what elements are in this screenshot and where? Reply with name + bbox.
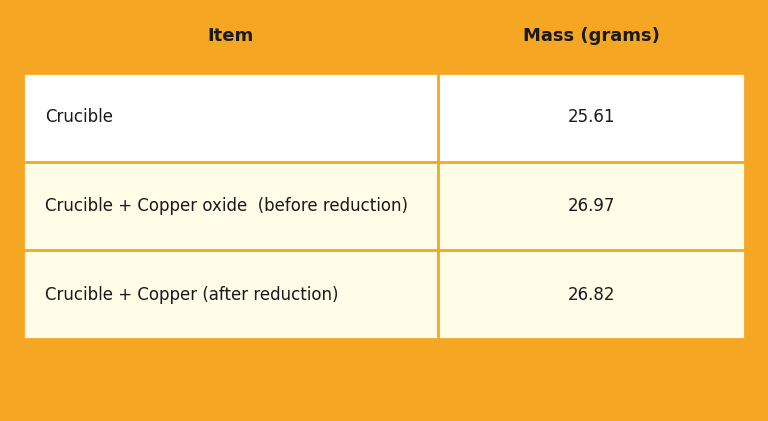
Text: Crucible: Crucible	[45, 108, 113, 126]
Bar	[438, 162, 745, 250]
Bar	[23, 73, 438, 162]
Bar	[23, 162, 438, 250]
Text: 25.61: 25.61	[568, 108, 615, 126]
Text: Item: Item	[207, 27, 253, 45]
Text: 26.97: 26.97	[568, 197, 615, 215]
Bar	[23, 250, 438, 339]
Bar	[23, 0, 745, 73]
Bar	[438, 73, 745, 162]
Text: Mass (grams): Mass (grams)	[523, 27, 660, 45]
Text: 26.82: 26.82	[568, 285, 615, 304]
Text: Crucible + Copper (after reduction): Crucible + Copper (after reduction)	[45, 285, 338, 304]
Text: Crucible + Copper oxide  (before reduction): Crucible + Copper oxide (before reductio…	[45, 197, 408, 215]
Bar	[438, 250, 745, 339]
